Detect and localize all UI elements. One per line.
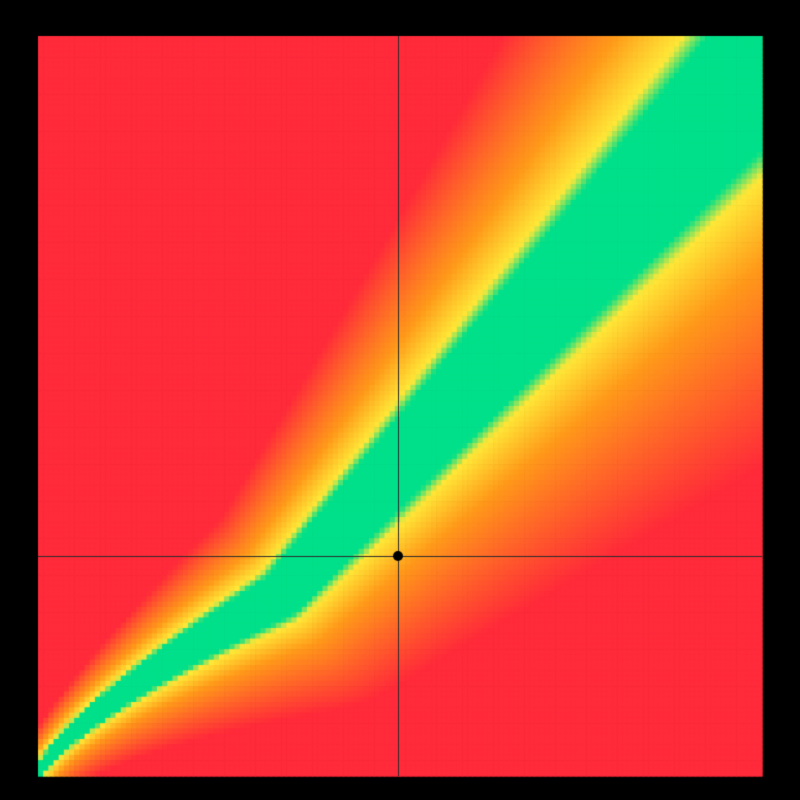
bottleneck-heatmap-canvas [0, 0, 800, 800]
bottleneck-chart-container: TheBottleneck.com [0, 0, 800, 800]
